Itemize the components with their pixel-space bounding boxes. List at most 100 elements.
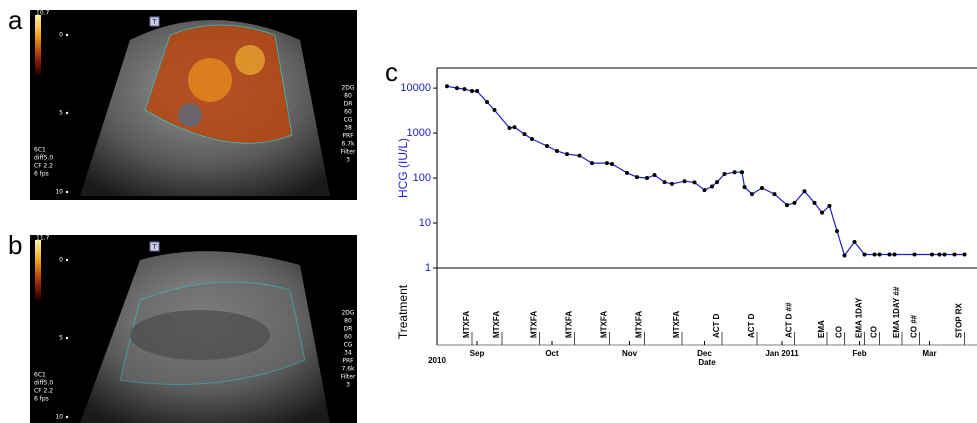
x-tick-label: Sep	[470, 349, 485, 358]
y-axis-label: HCG (IU/L)	[396, 138, 410, 198]
data-point	[887, 252, 892, 257]
treatment-label: CO ##	[910, 314, 919, 338]
setting: Filter	[341, 374, 356, 381]
data-point	[670, 181, 674, 186]
setting: 3	[346, 157, 350, 164]
data-point	[710, 184, 714, 189]
data-point	[862, 252, 867, 257]
depth-dot	[65, 415, 69, 419]
data-point	[742, 185, 747, 190]
data-point	[590, 161, 594, 166]
treatment-label: CO	[835, 326, 844, 338]
data-point	[785, 203, 789, 208]
panel-label: b	[8, 230, 22, 260]
data-point	[760, 186, 764, 191]
treatment-label: MTXFA	[672, 311, 681, 338]
color-bar	[35, 15, 41, 75]
data-line	[446, 85, 965, 257]
data-point	[842, 253, 847, 258]
marker: T	[152, 244, 157, 251]
data-point	[692, 180, 697, 185]
treatment-label: EMA 1DAY	[855, 297, 864, 338]
ultrasound-b	[30, 235, 357, 423]
probe-info: 6C1	[34, 147, 46, 154]
data-point	[802, 189, 807, 194]
data-point	[852, 239, 857, 244]
probe-info: diff5.0	[34, 380, 53, 387]
data-point	[872, 252, 877, 257]
depth-dot	[65, 190, 69, 194]
data-point	[930, 252, 934, 257]
setting: 2DG	[341, 85, 354, 92]
treatment-label: EMA	[817, 320, 826, 338]
setting: PRF	[342, 133, 354, 140]
ultrasound-a	[30, 10, 357, 200]
depth-label: 0	[59, 257, 63, 264]
data-point	[645, 176, 649, 181]
treatment-label: STOP RX	[955, 303, 964, 338]
data-point	[715, 180, 719, 185]
probe-info: diff5.0	[34, 155, 53, 162]
data-point	[512, 125, 517, 130]
data-point	[820, 210, 824, 215]
setting: CG	[344, 117, 353, 124]
data-point	[772, 192, 777, 197]
marker: T	[152, 19, 157, 26]
probe-info: 6 fps	[34, 171, 49, 178]
data-point	[835, 229, 839, 234]
data-point	[475, 89, 479, 94]
data-point	[962, 252, 967, 257]
depth-label: 5	[59, 335, 63, 342]
x-tick-label: Nov	[622, 349, 638, 358]
treatment-label: ACT D	[747, 313, 756, 338]
data-point	[892, 252, 897, 257]
probe-info: 6C1	[34, 372, 46, 379]
setting: CG	[344, 342, 353, 349]
data-point	[812, 200, 817, 205]
data-point	[740, 170, 744, 175]
setting: 7.6k	[341, 366, 355, 373]
data-point	[492, 108, 497, 113]
depth-dot	[65, 33, 69, 37]
depth-dot	[65, 336, 69, 340]
data-point	[877, 252, 882, 257]
setting: Filter	[341, 149, 356, 156]
data-point	[952, 252, 957, 257]
data-point	[455, 86, 459, 91]
scale-max: 10.7	[36, 10, 50, 17]
tissue	[130, 310, 270, 360]
x-tick-label: Dec	[697, 349, 712, 358]
treatment-label: MTXFA	[492, 311, 501, 338]
marker-box	[149, 16, 160, 27]
data-point	[565, 152, 569, 157]
flow	[188, 58, 232, 102]
x-tick-label: Oct	[545, 349, 559, 358]
data-point	[522, 132, 527, 137]
data-point	[530, 136, 534, 141]
data-point	[445, 84, 449, 89]
treatment-axis-label: Treatment	[396, 284, 410, 339]
panel-label: a	[8, 5, 23, 35]
treatment-label: ACT D ##	[785, 302, 794, 338]
data-point	[732, 170, 737, 175]
treatment-label: CO	[870, 326, 879, 338]
setting: 38	[344, 125, 352, 132]
setting: 60	[344, 109, 352, 116]
color-bar	[35, 240, 41, 300]
treatment-label: MTXFA	[565, 311, 574, 338]
data-point	[507, 125, 512, 130]
probe-info: CF 2.2	[34, 163, 53, 170]
x-tick-label: Mar	[922, 349, 936, 358]
probe-info: 6 fps	[34, 396, 49, 403]
data-point	[792, 200, 797, 205]
x-start-label: 2010	[428, 356, 446, 365]
flow	[235, 45, 265, 75]
scale-max: 11.7	[36, 235, 50, 242]
depth-dot	[65, 258, 69, 262]
data-point	[485, 100, 489, 105]
x-tick-label: Feb	[852, 349, 866, 358]
x-tick-label: Jan 2011	[765, 349, 799, 358]
panel-label: c	[385, 57, 398, 87]
depth-label: 10	[55, 414, 63, 421]
y-tick-label: 10000	[400, 82, 431, 94]
